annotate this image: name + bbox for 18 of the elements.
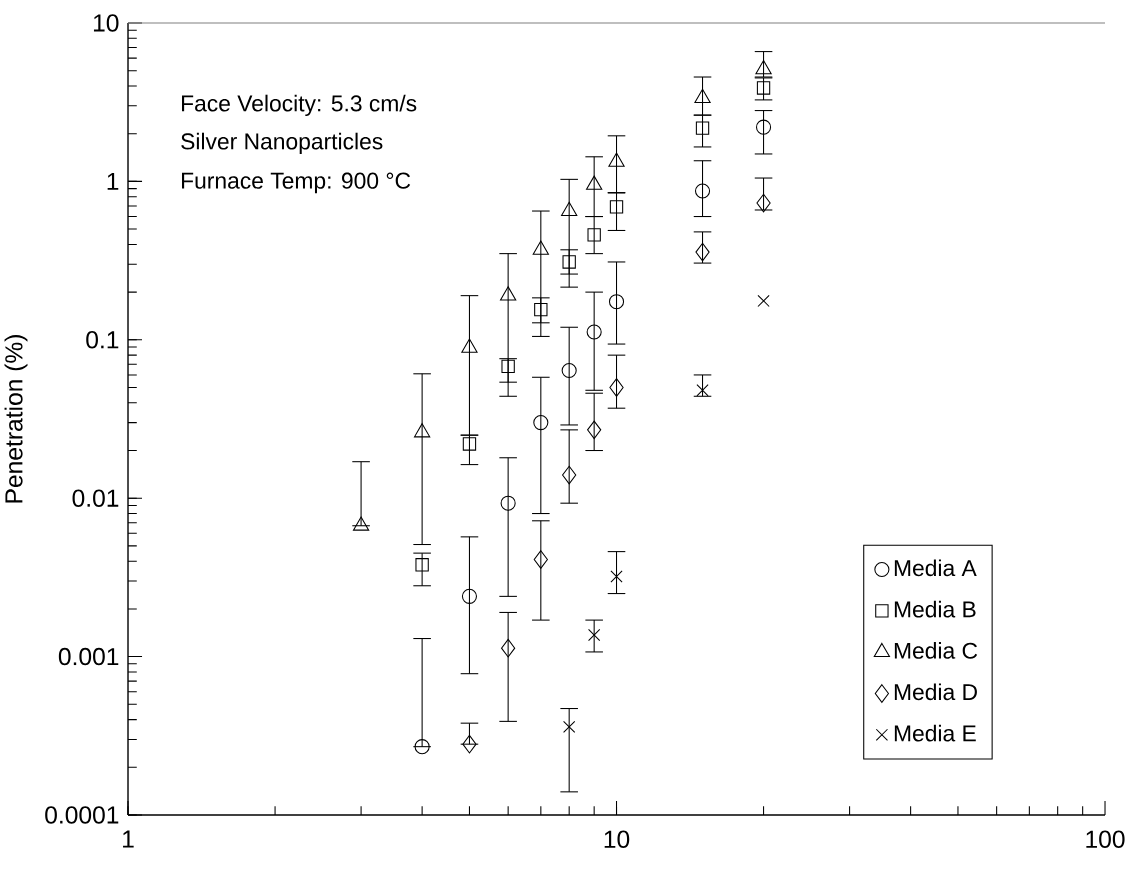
annotation: Furnace Temp: 900 °C [182,172,411,194]
annotation: Silver Nanoparticles [181,132,383,155]
y-tick-label: 10 [93,14,119,32]
y-tick-label: 1 [107,172,119,190]
y-tick-label: 0.0001 [45,806,119,824]
y-tick-label: 0.01 [72,489,119,507]
legend-label: Media A [894,559,977,577]
legend-label: Media D [894,683,977,701]
legend-label: Media C [894,642,978,659]
y-tick-label: 0.001 [58,647,119,666]
legend-label: Media E [894,724,976,742]
legend-label: Media B [894,600,976,618]
y-tick-label: 0.1 [86,331,119,349]
x-tick-label: 100 [1086,830,1125,848]
annotation: Face Velocity: 5.3 cm/s [182,94,417,117]
x-tick-label: 1 [123,830,134,848]
x-tick-label: 10 [604,830,630,848]
y-axis-title: Penetration (%) [4,335,28,503]
